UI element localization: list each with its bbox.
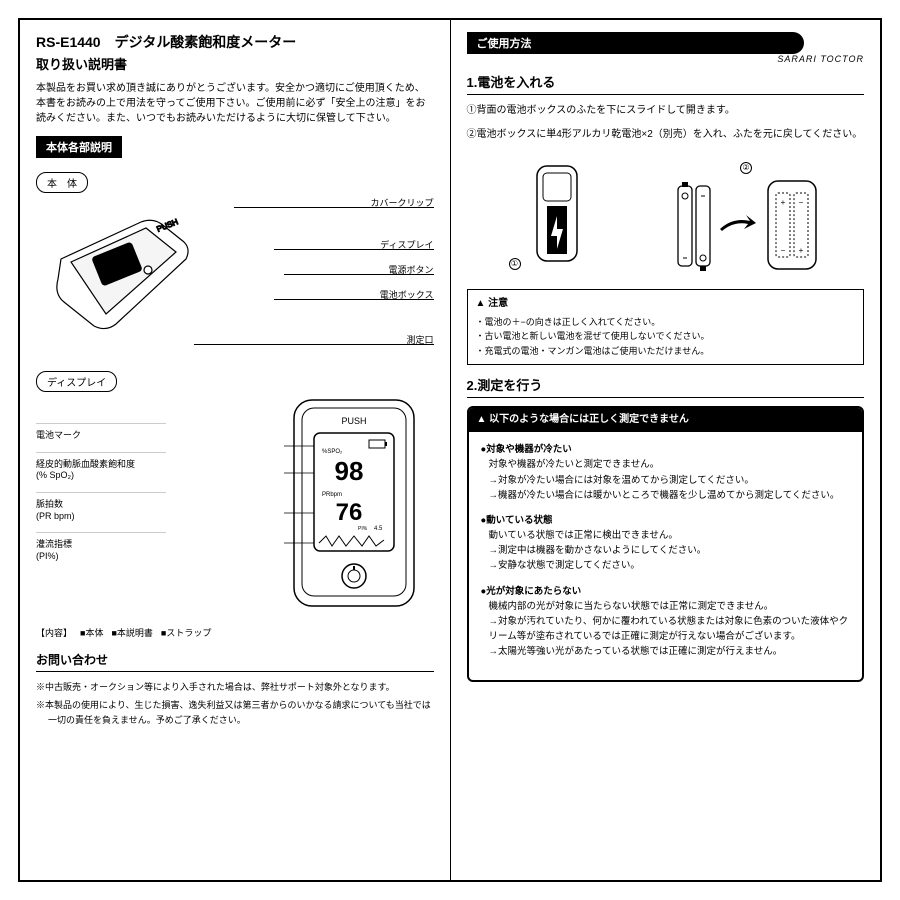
svg-text:PI%: PI%: [358, 526, 368, 532]
svg-text:%SPO₂: %SPO₂: [322, 449, 343, 455]
display-labels: 電池マーク 経皮的動脈血酸素飽和度(% SpO₂) 脈拍数(PR bpm) 灌流…: [36, 423, 166, 573]
warning-box: ▲ 以下のような場合には正しく測定できません ●対象や機器が冷たい 対象や機器が…: [467, 406, 865, 681]
product-title: RS-E1440 デジタル酸素飽和度メーター: [36, 32, 434, 52]
svg-text:76: 76: [335, 499, 362, 526]
ca1: ・電池の＋−の向きは正しく入れてください。: [476, 315, 856, 329]
step1a: ①背面の電池ボックスのふたを下にスライドして開きます。: [467, 103, 865, 119]
w2: ●動いている状態 動いている状態では正常に検出できません。→測定中は機器を動かさ…: [481, 513, 851, 574]
label-sensor: 測定口: [194, 344, 434, 345]
circ1: ①: [509, 258, 521, 270]
svg-text:−: −: [799, 198, 804, 207]
warn-head: ▲ 以下のような場合には正しく測定できません: [469, 408, 863, 432]
svg-text:+: +: [781, 198, 786, 207]
caution-title: ▲ 注意: [476, 296, 856, 312]
parts-header: 本体各部説明: [36, 136, 122, 158]
svg-text:PUSH: PUSH: [341, 416, 366, 426]
label-power: 電源ボタン: [284, 274, 434, 275]
display-label: ディスプレイ: [36, 371, 117, 392]
sec1: 1.電池を入れる: [467, 72, 865, 95]
intro-text: 本製品をお買い求め頂き誠にありがとうございます。安全かつ適切にご使用頂くため、本…: [36, 81, 434, 126]
d-pi: 灌流指標(PI%): [36, 532, 166, 562]
label-display: ディスプレイ: [274, 249, 434, 250]
batt-open: + + − −: [762, 175, 822, 275]
svg-text:+: +: [799, 246, 804, 255]
manual-page: RS-E1440 デジタル酸素飽和度メーター 取り扱い説明書 本製品をお買い求め…: [18, 18, 882, 882]
inquiry-title: お問い合わせ: [36, 651, 434, 672]
step1b: ②電池ボックスに単4形アルカリ乾電池×2（別売）を入れ、ふたを元に戻してください…: [467, 127, 865, 143]
svg-text:−: −: [781, 246, 786, 255]
svg-text:PRbpm: PRbpm: [322, 492, 342, 498]
brand: SARARI TOCTOR: [467, 54, 865, 64]
batteries: [674, 178, 714, 273]
body-label: 本 体: [36, 172, 88, 193]
subtitle: 取り扱い説明書: [36, 54, 434, 73]
caution-box: ▲ 注意 ・電池の＋−の向きは正しく入れてください。 ・古い電池と新しい電池を混…: [467, 289, 865, 365]
label-battery: 電池ボックス: [274, 299, 434, 300]
inq1: ※中古販売・オークション等により入手された場合は、弊社サポート対象外となります。: [36, 680, 434, 694]
d-pr: 脈拍数(PR bpm): [36, 492, 166, 522]
d-spo2: 経皮的動脈血酸素飽和度(% SpO₂): [36, 452, 166, 482]
batt-closed: [529, 161, 584, 266]
label-cover: カバークリップ: [234, 207, 434, 208]
w1: ●対象や機器が冷たい 対象や機器が冷たいと測定できません。→対象が冷たい場合には…: [481, 442, 851, 503]
w3: ●光が対象にあたらない 機械内部の光が対象に当たらない状態では正常に測定できませ…: [481, 584, 851, 660]
svg-text:98: 98: [334, 456, 363, 486]
svg-text:4.5: 4.5: [374, 526, 383, 532]
display-device: PUSH %SPO₂ 98 PRbpm 76 PI% 4.5: [284, 398, 424, 608]
body-diagram: 98 PUSH カバークリップ ディスプレイ 電源ボタン 電池ボックス 測定口: [36, 199, 434, 359]
oximeter-illustration: 98 PUSH: [46, 204, 201, 344]
inq2: ※本製品の使用により、生じた損害、逸失利益又は第三者からのいかなる請求についても…: [36, 698, 434, 727]
sec2: 2.測定を行う: [467, 375, 865, 398]
battery-diagram: ① ② + + − −: [467, 151, 865, 281]
d-battery: 電池マーク: [36, 423, 166, 442]
display-diagram: 電池マーク 経皮的動脈血酸素飽和度(% SpO₂) 脈拍数(PR bpm) 灌流…: [36, 398, 434, 618]
circ2: ②: [740, 162, 752, 174]
arrow-icon: [718, 215, 758, 235]
usage-header: ご使用方法: [467, 32, 805, 54]
ca3: ・充電式の電池・マンガン電池はご使用いただけません。: [476, 344, 856, 358]
ca2: ・古い電池と新しい電池を混ぜて使用しないでください。: [476, 329, 856, 343]
right-column: ご使用方法 SARARI TOCTOR 1.電池を入れる ①背面の電池ボックスの…: [451, 20, 881, 880]
left-column: RS-E1440 デジタル酸素飽和度メーター 取り扱い説明書 本製品をお買い求め…: [20, 20, 451, 880]
contents: 【内容】■本体■本説明書■ストラップ: [36, 626, 434, 639]
